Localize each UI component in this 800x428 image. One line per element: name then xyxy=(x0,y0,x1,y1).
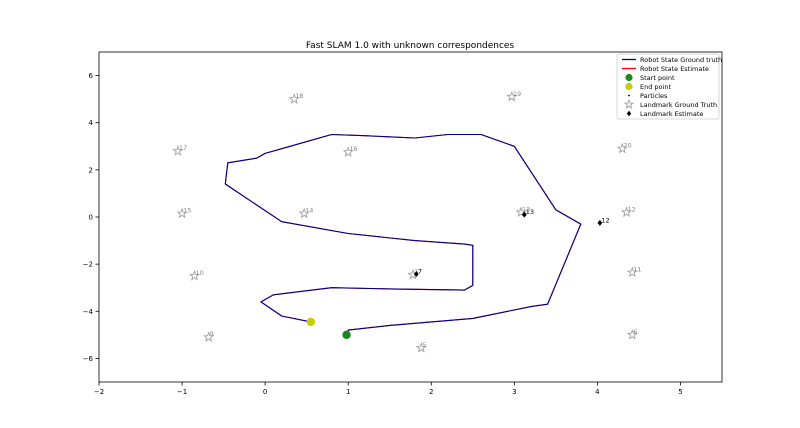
legend-label: End point xyxy=(640,83,671,91)
landmark-gt-label: 18 xyxy=(295,92,303,100)
legend-label: Landmark Estimate xyxy=(640,110,703,118)
landmark-gt-star xyxy=(188,269,201,281)
x-tick-label: 2 xyxy=(429,388,433,396)
landmark-gt-star xyxy=(288,93,300,104)
landmark-gt-star xyxy=(620,206,632,218)
x-tick-label: −2 xyxy=(94,388,104,396)
landmark-estimate-diamond xyxy=(597,219,603,226)
landmark-gt-label: 10 xyxy=(196,269,204,277)
y-tick-label: 0 xyxy=(89,214,93,222)
x-tick-label: −1 xyxy=(177,388,187,396)
landmark-gt-star xyxy=(626,328,638,340)
landmark-gt-star xyxy=(626,266,638,278)
landmark-gt-star xyxy=(616,142,628,154)
landmark-gt-label: 15 xyxy=(183,206,191,214)
landmark-gt-label: 13 xyxy=(522,205,530,213)
x-tick-label: 4 xyxy=(595,388,600,396)
trajectory-lines xyxy=(224,133,582,335)
landmark-gt-star xyxy=(515,206,527,218)
landmark-gt-label: 9 xyxy=(210,330,214,338)
landmark-gt-star xyxy=(298,207,310,219)
landmark-estimate-label: 13 xyxy=(526,208,534,216)
y-tick-label: −2 xyxy=(83,261,93,269)
landmark-estimate-diamond xyxy=(413,271,419,278)
landmark-gt-star xyxy=(506,90,518,102)
landmark-gt-label: 12 xyxy=(627,205,635,213)
legend-label: Landmark Ground Truth xyxy=(640,101,717,109)
landmark-estimate-label: 12 xyxy=(601,216,609,224)
landmark-gt-star xyxy=(342,146,354,157)
start-point-marker xyxy=(342,330,351,340)
landmark-ground-truth-markers: 6 5 9 10 11 7 15 14 13 12 17 16 20 18 19 xyxy=(172,90,642,353)
y-tick-label: 6 xyxy=(89,72,94,80)
ground-truth-path xyxy=(224,133,582,335)
x-tick-label: 0 xyxy=(263,388,267,396)
legend-dot-swatch xyxy=(625,73,633,82)
legend-label: Robot State Estimate xyxy=(640,65,709,73)
landmark-gt-label: 6 xyxy=(633,328,637,336)
legend-label: Robot State Ground truth xyxy=(640,56,722,64)
start-end-markers xyxy=(306,317,351,340)
legend-label: Particles xyxy=(640,92,668,100)
landmark-gt-star xyxy=(172,145,184,156)
y-tick-label: 4 xyxy=(89,119,94,127)
chart-title: Fast SLAM 1.0 with unknown correspondenc… xyxy=(306,41,515,51)
y-tick-label: −6 xyxy=(83,355,94,363)
landmark-gt-label: 19 xyxy=(513,90,521,98)
legend-label: Start point xyxy=(640,74,675,82)
y-tick-label: 2 xyxy=(89,166,93,174)
landmark-estimate-label: 7 xyxy=(418,268,422,276)
landmark-estimate-markers: 13 12 7 xyxy=(413,208,610,278)
end-point-marker xyxy=(306,317,316,327)
legend-star-swatch xyxy=(623,98,635,109)
legend-particle-swatch xyxy=(628,94,630,97)
landmark-gt-label: 5 xyxy=(422,341,426,349)
landmark-gt-label: 20 xyxy=(623,142,631,150)
legend-diamond-swatch xyxy=(626,110,632,117)
x-tick-label: 1 xyxy=(346,388,350,396)
landmark-gt-star xyxy=(203,331,215,342)
x-tick-label: 5 xyxy=(678,388,682,396)
legend-dot-swatch xyxy=(625,82,633,91)
landmark-gt-label: 11 xyxy=(633,265,641,273)
landmark-gt-star xyxy=(176,207,188,219)
landmark-gt-label: 17 xyxy=(179,144,187,152)
landmark-gt-label: 16 xyxy=(349,145,357,153)
x-tick-label: 3 xyxy=(512,388,516,396)
y-tick-label: −4 xyxy=(83,308,94,316)
landmark-gt-label: 14 xyxy=(305,206,313,214)
landmark-gt-star xyxy=(415,341,427,353)
landmark-estimate-diamond xyxy=(521,211,527,218)
legend-box xyxy=(616,53,720,120)
